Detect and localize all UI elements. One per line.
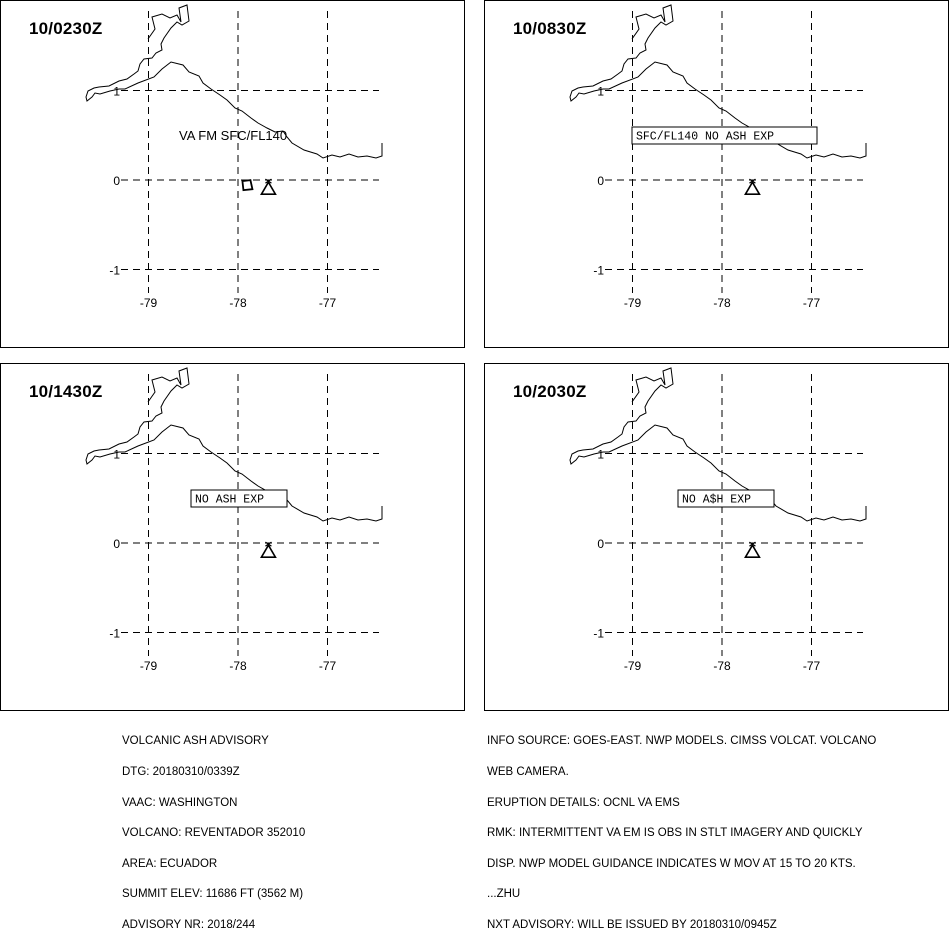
advisory-line: ADVISORY NR: 2018/244 (122, 918, 256, 931)
advisory-line: NXT ADVISORY: WILL BE ISSUED BY 20180310… (487, 918, 777, 931)
advisory-line: RMK: INTERMITTENT VA EM IS OBS IN STLT I… (487, 827, 863, 840)
coastline (569, 367, 867, 522)
panel-time: 10/0830Z (513, 19, 587, 38)
map-canvas: 1 0 -1 -79 -78 -77 NO A$H EXP (569, 367, 867, 673)
latitude-tick-label: 1 (113, 448, 120, 462)
advisory-info-right: INFO SOURCE: GOES-EAST. NWP MODELS. CIMS… (487, 716, 876, 940)
longitude-tick-label: -79 (624, 659, 642, 673)
longitude-tick-label: -78 (713, 659, 731, 673)
forecast-panel-3: 1 0 -1 -79 -78 -77 NO ASH EXP 10/1430Z (0, 363, 465, 711)
panel-time: 10/0230Z (29, 19, 103, 38)
advisory-line: DTG: 20180310/0339Z (122, 766, 240, 778)
latitude-tick-label: -1 (109, 627, 120, 641)
latitude-tick-label: 0 (597, 174, 604, 188)
ash-label-box (677, 489, 775, 508)
ash-label: SFC/FL140 NO ASH EXP (636, 131, 774, 144)
latitude-tick-label: -1 (109, 264, 120, 278)
longitude-tick-label: -77 (803, 659, 821, 673)
ash-label: VA FM SFC/FL140 (179, 128, 287, 143)
panel-time: 10/1430Z (29, 382, 103, 401)
longitude-tick-label: -77 (803, 296, 821, 310)
latitude-tick-label: 1 (113, 85, 120, 99)
forecast-panel-4: 1 0 -1 -79 -78 -77 NO A$H EXP 10/2030Z (484, 363, 949, 711)
map-canvas: 1 0 -1 -79 -78 -77 VA FM SFC/FL140 (85, 4, 383, 310)
ash-label: NO ASH EXP (195, 494, 264, 507)
latitude-tick-label: 0 (113, 174, 120, 188)
latitude-tick-label: 1 (597, 85, 604, 99)
longitude-tick-label: -77 (319, 296, 337, 310)
latitude-tick-label: -1 (593, 264, 604, 278)
advisory-line: INFO SOURCE: GOES-EAST. NWP MODELS. CIMS… (487, 735, 877, 748)
latitude-tick-label: 0 (113, 537, 120, 551)
advisory-line: AREA: ECUADOR (122, 857, 218, 870)
advisory-line: VOLCANIC ASH ADVISORY (122, 735, 269, 748)
advisory-line: ...ZHU (487, 888, 521, 901)
ash-label-box (190, 489, 288, 508)
latitude-tick-label: -1 (593, 627, 604, 641)
latitude-tick-label: 0 (597, 537, 604, 551)
advisory-line: VOLCANO: REVENTADOR 352010 (122, 827, 306, 840)
latitude-tick-label: 1 (597, 448, 604, 462)
volcano-triangle-icon (260, 541, 277, 558)
advisory-line: SUMMIT ELEV: 11686 FT (3562 M) (122, 888, 304, 901)
longitude-tick-label: -78 (229, 659, 247, 673)
longitude-tick-label: -77 (319, 659, 337, 673)
advisory-line: ERUPTION DETAILS: OCNL VA EMS (487, 796, 680, 809)
coastline (85, 367, 383, 522)
advisory-line: DISP. NWP MODEL GUIDANCE INDICATES W MOV… (487, 857, 856, 870)
map-canvas: 1 0 -1 -79 -78 -77 NO ASH EXP (85, 367, 383, 673)
longitude-tick-label: -79 (624, 296, 642, 310)
longitude-tick-label: -79 (140, 296, 158, 310)
volcano-triangle-icon (744, 178, 761, 195)
ash-cloud-area (241, 179, 254, 192)
ash-label-box (631, 126, 818, 145)
longitude-tick-label: -79 (140, 659, 158, 673)
advisory-line: VAAC: WASHINGTON (122, 796, 238, 809)
map-canvas: 1 0 -1 -79 -78 -77 SFC/FL140 NO ASH EXP (569, 4, 867, 310)
volcano-triangle-icon (744, 541, 761, 558)
forecast-panel-1: 1 0 -1 -79 -78 -77 VA FM SFC/FL140 10/0230Z (0, 0, 465, 348)
longitude-tick-label: -78 (229, 296, 247, 310)
ash-label: NO A$H EXP (682, 494, 751, 507)
longitude-tick-label: -78 (713, 296, 731, 310)
advisory-line: WEB CAMERA. (487, 766, 569, 778)
panel-time: 10/2030Z (513, 382, 587, 401)
coastline (85, 4, 383, 159)
advisory-info-left: VOLCANIC ASH ADVISORY DTG: 20180310/0339… (122, 716, 305, 940)
forecast-panel-2: 1 0 -1 -79 -78 -77 SFC/FL140 NO ASH EXP 10/083… (484, 0, 949, 348)
volcano-triangle-icon (260, 178, 277, 195)
